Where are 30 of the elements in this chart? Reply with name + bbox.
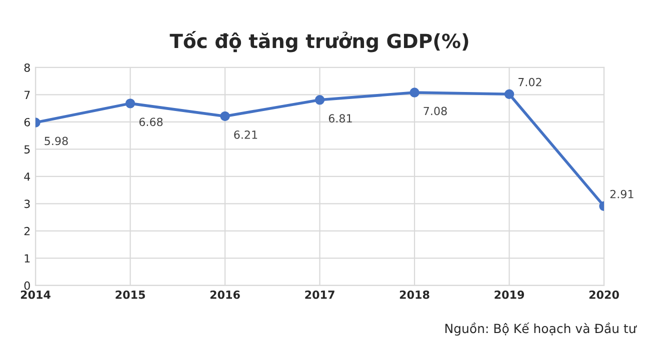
text: Nguồn: Bộ Kế hoạch và Đầu tư bbox=[445, 322, 637, 336]
x-tick-label: 2018 bbox=[400, 290, 430, 299]
point bbox=[410, 88, 420, 98]
y-tick-label: 5 bbox=[24, 145, 30, 154]
x-tick-label: 2014 bbox=[20, 290, 50, 299]
x-tick-label: 2019 bbox=[494, 290, 524, 299]
y-tick-label: 6 bbox=[24, 118, 30, 126]
y-tick-label: 8 bbox=[24, 63, 30, 72]
data-label: 5.98 bbox=[44, 136, 68, 146]
data-label: 6.81 bbox=[328, 114, 352, 123]
x-tick-label: 2016 bbox=[210, 290, 240, 299]
data-label: 7.02 bbox=[518, 78, 542, 86]
chart-title: Tốc độ tăng trưởng GDP(%) bbox=[170, 31, 468, 52]
point bbox=[125, 98, 136, 108]
x-tick-label: 2017 bbox=[305, 290, 334, 299]
point bbox=[220, 111, 230, 122]
x-tick-label: 2020 bbox=[589, 290, 619, 299]
data-label: 6.68 bbox=[139, 118, 163, 126]
y-tick-label: 1 bbox=[24, 254, 30, 262]
y-tick-label: 0 bbox=[24, 281, 30, 290]
x-tick-label: 2015 bbox=[116, 290, 145, 299]
point bbox=[504, 89, 514, 100]
y-tick-label: 4 bbox=[24, 172, 30, 181]
data-label: 6.21 bbox=[234, 130, 258, 139]
y-tick-label: 7 bbox=[24, 90, 30, 99]
y-tick-label: 3 bbox=[24, 200, 30, 208]
data-label: 7.08 bbox=[424, 106, 447, 116]
data-label: 2.91 bbox=[610, 190, 634, 198]
y-tick-label: 2 bbox=[24, 226, 30, 236]
point bbox=[314, 95, 325, 105]
